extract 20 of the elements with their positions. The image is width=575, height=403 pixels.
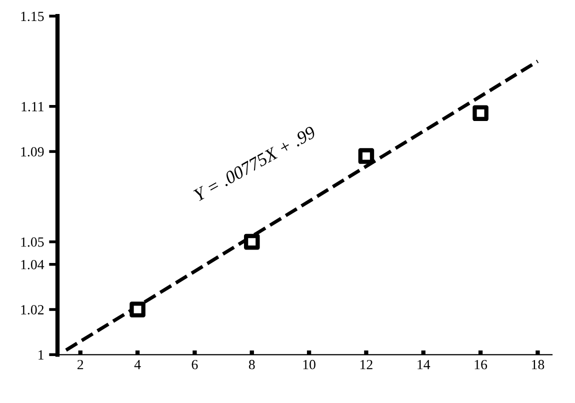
x-tick-label: 12 — [360, 360, 372, 370]
y-tick-label: 1.02 — [21, 305, 44, 315]
x-tick-label: 8 — [248, 360, 255, 370]
x-tick-label: 2 — [78, 360, 84, 370]
x-tick-label: 4 — [134, 360, 141, 370]
point — [244, 234, 260, 250]
point — [130, 302, 146, 318]
point — [358, 148, 374, 164]
x-tick-label: 10 — [303, 360, 316, 370]
y-tick-label: 1.04 — [21, 260, 44, 270]
y-tick-label: 1.09 — [21, 147, 44, 157]
x-tick-label: 18 — [532, 360, 544, 370]
x-tick-label: 16 — [474, 360, 488, 370]
point — [472, 105, 488, 122]
y-tick-label: 1.15 — [21, 12, 44, 22]
x-tick-label: 6 — [192, 360, 198, 370]
y-tick-label: 1.11 — [22, 102, 44, 112]
y-tick-label: 1 — [38, 350, 44, 360]
x-tick-label: 14 — [418, 360, 430, 370]
y-tick-label: 1.05 — [21, 237, 44, 247]
